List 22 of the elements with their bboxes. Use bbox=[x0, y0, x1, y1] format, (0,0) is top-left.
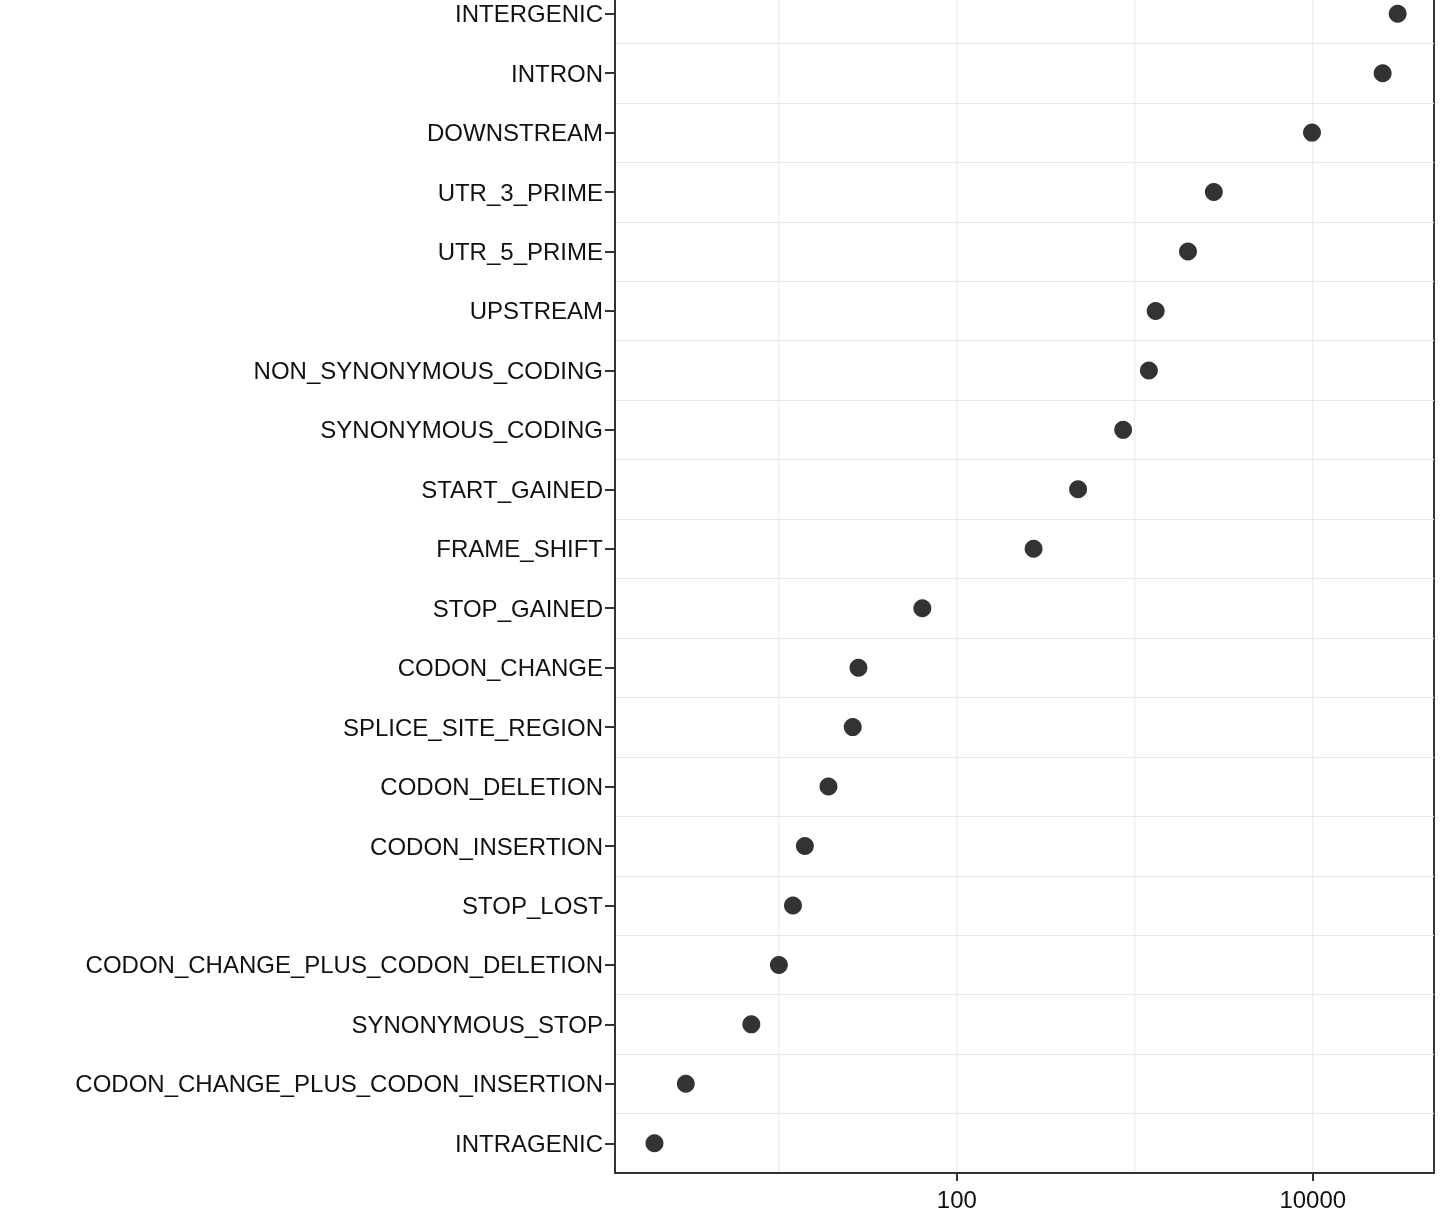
y-tick-label: DOWNSTREAM bbox=[427, 119, 603, 147]
y-tick-label: STOP_LOST bbox=[462, 891, 604, 919]
y-tick-label: CODON_DELETION bbox=[380, 773, 603, 801]
y-tick-label: CODON_CHANGE_PLUS_CODON_INSERTION bbox=[75, 1070, 603, 1098]
y-tick-label: NON_SYNONYMOUS_CODING bbox=[253, 356, 603, 384]
x-tick-label: 10000 bbox=[1279, 1185, 1347, 1213]
y-tick-label: CODON_CHANGE_PLUS_CODON_DELETION bbox=[85, 951, 603, 979]
y-tick-label: STOP_GAINED bbox=[432, 594, 603, 622]
y-tick-label: UPSTREAM bbox=[469, 297, 603, 325]
y-tick-label: SYNONYMOUS_CODING bbox=[320, 416, 603, 444]
y-tick-label: UTR_3_PRIME bbox=[437, 178, 603, 206]
y-tick-label: CODON_INSERTION bbox=[370, 832, 603, 860]
y-tick-label: SPLICE_SITE_REGION bbox=[342, 713, 603, 741]
y-tick-label: UTR_5_PRIME bbox=[437, 238, 603, 266]
y-tick-label: INTERGENIC bbox=[454, 0, 603, 28]
y-tick-label: START_GAINED bbox=[421, 475, 603, 503]
y-tick-label: SYNONYMOUS_STOP bbox=[351, 1010, 603, 1038]
y-tick-label: INTRAGENIC bbox=[454, 1129, 603, 1157]
y-tick-label: INTRON bbox=[511, 59, 603, 87]
y-tick-label: CODON_CHANGE bbox=[397, 654, 603, 682]
y-tick-label: FRAME_SHIFT bbox=[436, 535, 604, 563]
x-tick-label: 100 bbox=[936, 1185, 977, 1213]
